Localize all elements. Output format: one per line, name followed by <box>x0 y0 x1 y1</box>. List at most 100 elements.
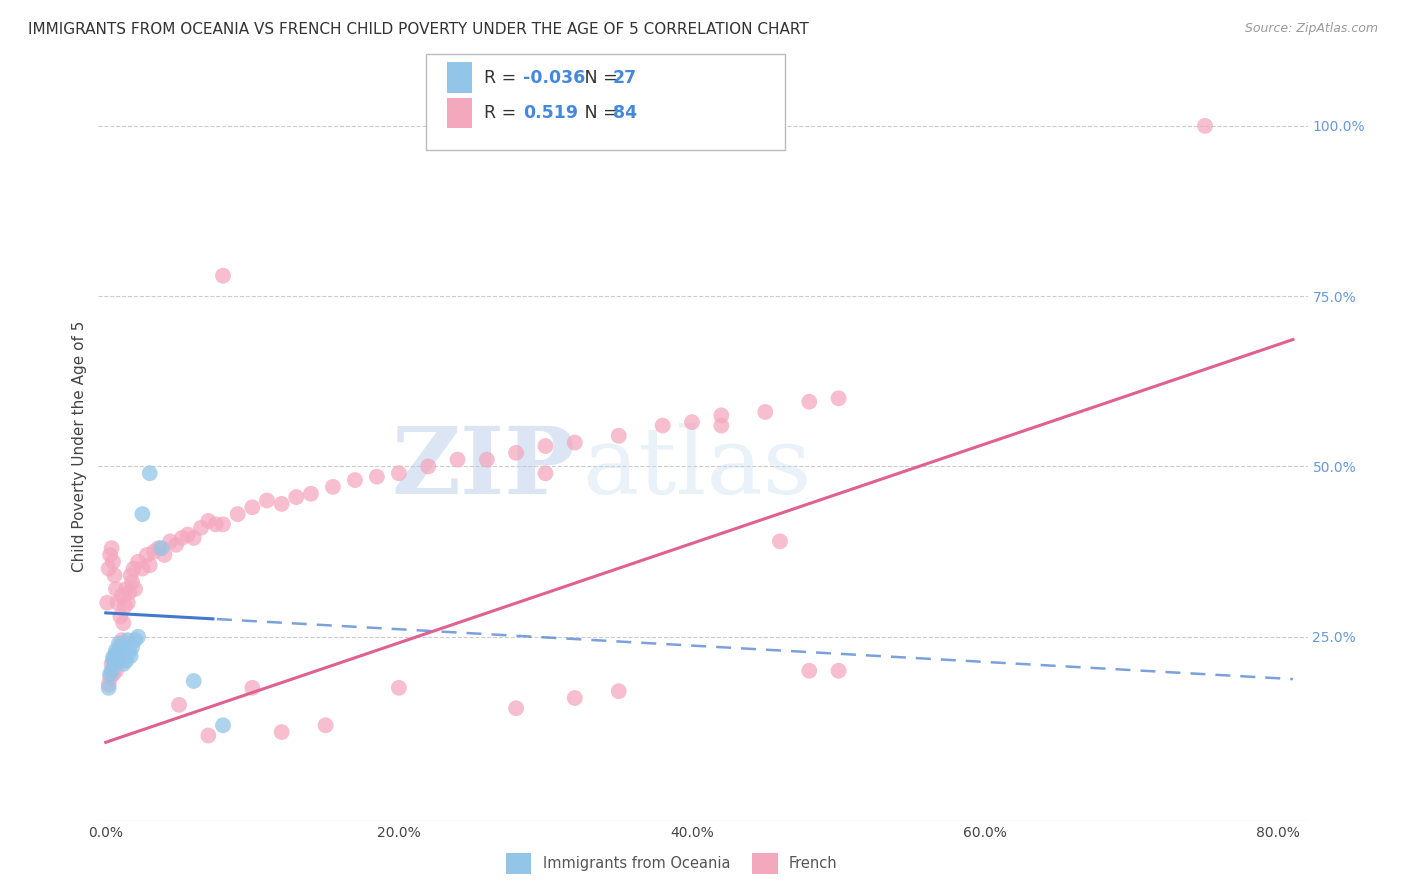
Point <box>110 640 132 654</box>
Point <box>388 681 411 695</box>
Text: 0.519: 0.519 <box>523 104 578 122</box>
Point <box>446 452 468 467</box>
Point <box>607 429 630 443</box>
Point <box>799 394 821 409</box>
Text: 84: 84 <box>613 104 637 122</box>
Point <box>96 596 118 610</box>
Point <box>322 480 344 494</box>
Point <box>105 647 128 661</box>
Point <box>135 548 157 562</box>
Point <box>112 657 135 671</box>
Point <box>475 452 498 467</box>
Point <box>122 561 145 575</box>
Point <box>270 725 292 739</box>
Point <box>564 691 586 706</box>
Point <box>121 575 143 590</box>
Point <box>124 633 146 648</box>
Point <box>366 469 388 483</box>
Text: -0.036: -0.036 <box>523 69 585 87</box>
Point <box>418 459 440 474</box>
Text: Source: ZipAtlas.com: Source: ZipAtlas.com <box>1244 22 1378 36</box>
Point <box>111 589 134 603</box>
Point <box>100 541 122 556</box>
Point <box>1194 119 1216 133</box>
Point <box>299 486 322 500</box>
Point <box>101 667 124 681</box>
Point <box>101 650 124 665</box>
Point <box>114 599 136 613</box>
Point <box>103 657 125 671</box>
Text: ZIP: ZIP <box>392 424 576 514</box>
Point <box>138 558 160 573</box>
Point <box>98 667 121 681</box>
Point <box>197 514 219 528</box>
Point <box>100 657 122 671</box>
Point <box>190 521 212 535</box>
Point <box>285 490 308 504</box>
Point <box>564 435 586 450</box>
Text: IMMIGRANTS FROM OCEANIA VS FRENCH CHILD POVERTY UNDER THE AGE OF 5 CORRELATION C: IMMIGRANTS FROM OCEANIA VS FRENCH CHILD … <box>28 22 808 37</box>
Point <box>120 648 142 663</box>
Point <box>505 701 527 715</box>
Point <box>127 630 149 644</box>
Point <box>120 568 142 582</box>
Point <box>651 418 673 433</box>
Point <box>110 650 132 665</box>
Point <box>534 467 557 481</box>
Point <box>240 681 263 695</box>
Point <box>343 473 366 487</box>
Point <box>827 664 849 678</box>
Text: N =: N = <box>568 104 623 122</box>
Point <box>97 561 120 575</box>
Point <box>183 673 205 688</box>
Point <box>117 633 139 648</box>
Point <box>105 582 128 596</box>
Point <box>97 677 120 691</box>
Point <box>131 507 153 521</box>
Point <box>159 534 181 549</box>
Point <box>799 664 821 678</box>
Point <box>170 531 193 545</box>
Text: atlas: atlas <box>582 424 811 514</box>
Point <box>131 561 153 575</box>
Point <box>107 651 129 665</box>
Point <box>138 467 160 481</box>
Point <box>110 609 132 624</box>
Point <box>150 541 173 556</box>
Y-axis label: Child Poverty Under the Age of 5: Child Poverty Under the Age of 5 <box>72 320 87 572</box>
Point <box>270 497 292 511</box>
Point <box>226 507 249 521</box>
Point <box>127 555 149 569</box>
Point <box>177 527 200 541</box>
Point <box>97 681 120 695</box>
Point <box>607 684 630 698</box>
Point <box>111 633 134 648</box>
Point <box>827 392 849 406</box>
Point <box>769 534 792 549</box>
Point <box>121 640 143 654</box>
Text: Immigrants from Oceania: Immigrants from Oceania <box>543 856 730 871</box>
Point <box>101 654 124 668</box>
Point <box>105 664 128 678</box>
Point <box>115 654 138 668</box>
Point <box>204 517 226 532</box>
Point <box>117 596 139 610</box>
Point <box>212 517 235 532</box>
Point <box>101 555 124 569</box>
Point <box>534 439 557 453</box>
Point <box>710 409 733 423</box>
Point <box>103 650 125 665</box>
Point <box>98 671 121 685</box>
Point <box>315 718 337 732</box>
Point <box>183 531 205 545</box>
Point <box>118 585 141 599</box>
Point <box>212 268 235 283</box>
Text: R =: R = <box>484 104 527 122</box>
Point <box>505 446 527 460</box>
Point <box>165 538 187 552</box>
Point <box>167 698 190 712</box>
Point <box>118 645 141 659</box>
Point <box>108 636 131 650</box>
Point <box>710 418 733 433</box>
Point <box>111 647 134 661</box>
